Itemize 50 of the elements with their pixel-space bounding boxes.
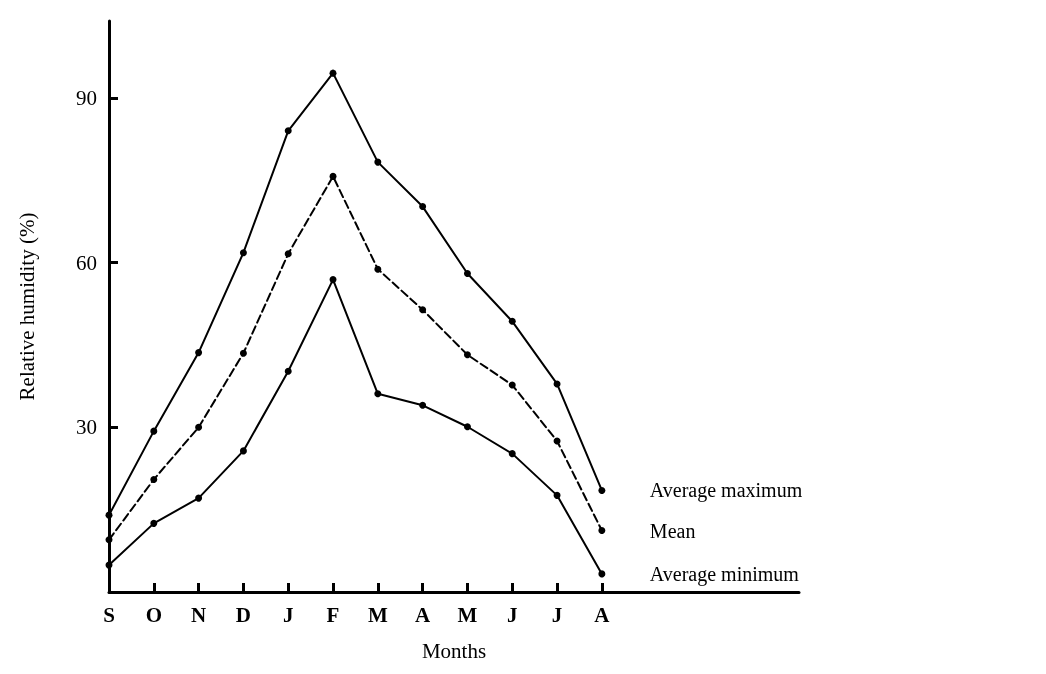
x-tick-label: N (191, 602, 207, 627)
point (598, 527, 606, 535)
point (508, 317, 516, 325)
point (598, 570, 606, 578)
point (239, 447, 247, 455)
point (374, 390, 382, 398)
y-axis-title: Relative humidity (%) (14, 212, 39, 401)
point (150, 475, 158, 483)
point (195, 494, 203, 502)
point (374, 158, 382, 166)
x-axis-title: Months (421, 638, 487, 663)
text: Average maximum (649, 479, 803, 503)
point (239, 249, 247, 257)
text: Average minimum (649, 562, 800, 586)
x-tick-label: J (551, 602, 563, 627)
point (463, 423, 471, 431)
point (598, 486, 606, 494)
point (463, 351, 471, 359)
x-tick-label: A (415, 602, 432, 627)
x-tick-label: F (326, 602, 340, 627)
point (284, 127, 292, 135)
point (419, 401, 427, 409)
y-tick-label: 30 (76, 415, 97, 440)
point (553, 491, 561, 499)
point (284, 367, 292, 375)
x-tick-label: J (507, 602, 518, 627)
x-tick-label: J (282, 602, 294, 627)
x-tick-label: O (145, 602, 162, 627)
point (150, 519, 158, 527)
point (419, 203, 427, 211)
point (195, 349, 203, 357)
text: Mean (649, 519, 696, 542)
x-tick-label: M (367, 602, 388, 627)
point (329, 276, 337, 284)
x-tick-label: D (235, 602, 251, 627)
point (239, 349, 247, 357)
point (329, 172, 337, 180)
point (419, 306, 427, 314)
point (150, 427, 158, 435)
y-tick-label: 90 (76, 85, 97, 110)
x-tick-label: M (457, 602, 478, 627)
point (463, 270, 471, 278)
x-tick-label: A (594, 602, 611, 627)
x-tick-label: S (103, 602, 115, 627)
point (195, 423, 203, 431)
point (508, 450, 516, 458)
y-tick-label: 60 (76, 250, 97, 275)
point (374, 265, 382, 273)
point (508, 381, 516, 389)
point (284, 250, 292, 258)
